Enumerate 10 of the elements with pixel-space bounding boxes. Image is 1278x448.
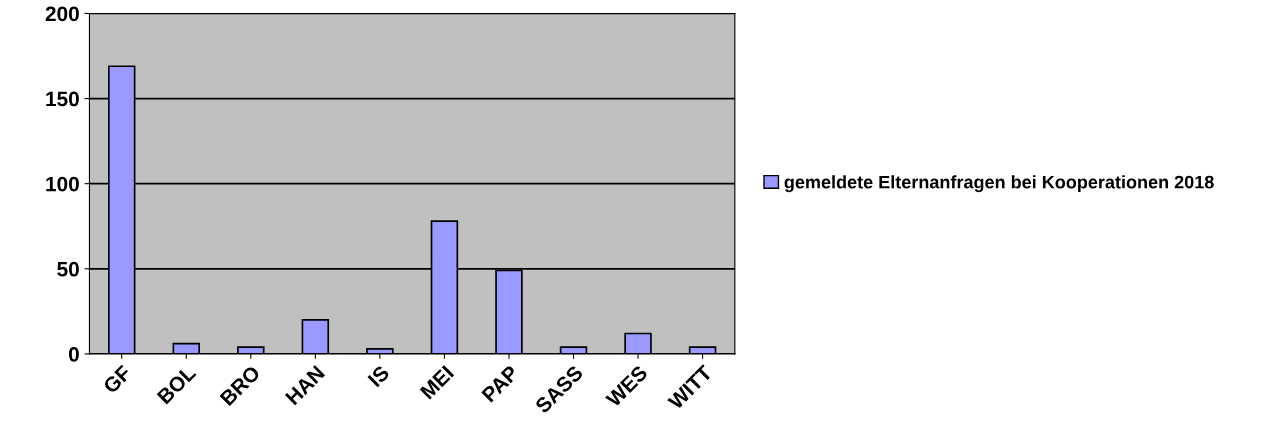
- x-tick-label: IS: [367, 364, 391, 388]
- y-tick-label: 150: [46, 91, 79, 107]
- y-tick-label: 200: [45, 6, 79, 22]
- legend-label: gemeldete Elternanfragen bei Kooperationen 2018: [784, 175, 1214, 193]
- y-tick-label: 100: [46, 176, 79, 192]
- x-tick-label: BOL: [156, 364, 197, 405]
- x-tick-label: GF: [102, 364, 133, 395]
- x-tick-label: MEI: [419, 365, 455, 400]
- y-tick-label: 50: [57, 261, 79, 277]
- y-tick-label: 0: [68, 346, 79, 362]
